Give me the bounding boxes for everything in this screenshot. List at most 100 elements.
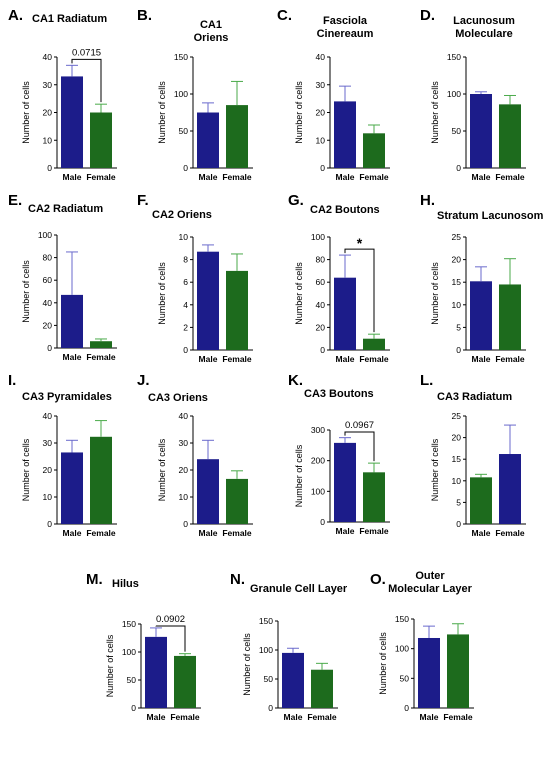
- y-tick-label: 10: [452, 476, 462, 486]
- panel-letter: C.: [277, 7, 292, 24]
- bar-male: [197, 251, 219, 350]
- bar-male: [470, 477, 492, 524]
- y-axis-label: Number of cells: [430, 262, 440, 325]
- y-axis-label: Number of cells: [242, 633, 252, 696]
- y-tick-label: 100: [259, 645, 273, 655]
- panel-letter: A.: [8, 7, 23, 24]
- bar-female: [311, 669, 333, 708]
- x-tick-label: Male: [199, 172, 218, 182]
- y-tick-label: 30: [43, 438, 53, 448]
- y-tick-label: 10: [316, 135, 326, 145]
- chart-title: Cinereaum: [317, 28, 374, 40]
- bar-male: [334, 442, 356, 522]
- y-tick-label: 0: [268, 703, 273, 713]
- chart-title: CA1: [200, 19, 222, 31]
- y-tick-label: 30: [316, 80, 326, 90]
- chart-title: Molecular Layer: [388, 583, 472, 595]
- y-tick-label: 0: [456, 163, 461, 173]
- y-tick-label: 150: [259, 616, 273, 626]
- x-tick-label: Male: [472, 528, 491, 538]
- y-tick-label: 30: [179, 438, 189, 448]
- chart-panel-i: I. CA3 Pyramidales 0 10 20 30 40 Number of cell…: [8, 372, 117, 538]
- x-tick-label: Female: [307, 712, 337, 722]
- x-tick-label: Male: [63, 352, 82, 362]
- y-tick-label: 10: [452, 300, 462, 310]
- bar-female: [499, 454, 521, 524]
- y-tick-label: 0: [456, 519, 461, 529]
- chart-panel-l: L. CA3 Radiatum 0 5 10 15 20 25 Number of cells M…: [420, 372, 526, 538]
- x-tick-label: Male: [199, 354, 218, 364]
- y-tick-label: 20: [316, 108, 326, 118]
- y-tick-label: 15: [452, 454, 462, 464]
- significance-bracket: [71, 58, 102, 103]
- chart-title: Outer: [415, 570, 445, 582]
- y-tick-label: 80: [43, 253, 53, 263]
- x-tick-label: Male: [63, 528, 82, 538]
- y-axis-label: Number of cells: [157, 438, 167, 501]
- y-tick-label: 50: [400, 673, 410, 683]
- x-tick-label: Female: [495, 172, 525, 182]
- panel-letter: F.: [137, 192, 149, 209]
- y-tick-label: 80: [316, 255, 326, 265]
- chart-title: Hilus: [112, 578, 139, 590]
- y-axis-label: Number of cells: [105, 634, 115, 697]
- y-tick-label: 0: [183, 345, 188, 355]
- chart-title: Fasciola: [323, 15, 368, 27]
- y-tick-label: 50: [264, 674, 274, 684]
- y-axis-label: Number of cells: [21, 81, 31, 144]
- x-tick-label: Female: [170, 712, 200, 722]
- chart-panel-a: A. CA1 Radiatum 0 10 20 30 40 Number of cells Ma…: [8, 7, 117, 182]
- x-tick-label: Male: [63, 172, 82, 182]
- x-tick-label: Female: [495, 528, 525, 538]
- chart-title: CA3 Oriens: [148, 392, 208, 404]
- chart-title: Granule Cell Layer: [250, 583, 348, 595]
- bar-male: [61, 452, 83, 524]
- y-axis-label: Number of cells: [294, 262, 304, 325]
- chart-title: CA2 Oriens: [152, 209, 212, 221]
- y-tick-label: 100: [395, 644, 409, 654]
- chart-title: Moleculare: [455, 28, 512, 40]
- y-tick-label: 10: [179, 492, 189, 502]
- y-axis-label: Number of cells: [378, 632, 388, 695]
- y-tick-label: 20: [43, 320, 53, 330]
- bar-female: [226, 270, 248, 350]
- bar-female: [90, 112, 112, 168]
- bar-female: [90, 436, 112, 524]
- y-tick-label: 0: [320, 517, 325, 527]
- panel-letter: O.: [370, 571, 386, 588]
- significance-label: 0.0715: [72, 47, 101, 58]
- bar-male: [334, 277, 356, 350]
- chart-title: CA3 Boutons: [304, 388, 374, 400]
- panel-letter: K.: [288, 372, 303, 389]
- y-tick-label: 150: [122, 619, 136, 629]
- y-tick-label: 30: [43, 80, 53, 90]
- bar-female: [363, 338, 385, 350]
- y-tick-label: 50: [179, 126, 189, 136]
- bar-male: [418, 637, 440, 708]
- y-tick-label: 100: [174, 89, 188, 99]
- y-tick-label: 10: [179, 232, 189, 242]
- y-tick-label: 100: [311, 232, 325, 242]
- x-tick-label: Female: [86, 528, 116, 538]
- x-tick-label: Male: [336, 526, 355, 536]
- x-tick-label: Female: [86, 172, 116, 182]
- y-tick-label: 40: [316, 52, 326, 62]
- y-tick-label: 100: [447, 89, 461, 99]
- y-tick-label: 5: [456, 322, 461, 332]
- panel-letter: G.: [288, 192, 304, 209]
- y-tick-label: 4: [183, 300, 188, 310]
- bar-female: [226, 478, 248, 524]
- bar-male: [334, 101, 356, 168]
- y-tick-label: 20: [452, 255, 462, 265]
- x-tick-label: Male: [147, 712, 166, 722]
- y-tick-label: 10: [43, 492, 53, 502]
- y-tick-label: 60: [316, 277, 326, 287]
- y-tick-label: 15: [452, 277, 462, 287]
- chart-title: Stratum Lacunosom: [437, 210, 544, 222]
- y-tick-label: 25: [452, 411, 462, 421]
- y-tick-label: 20: [179, 465, 189, 475]
- y-tick-label: 20: [316, 322, 326, 332]
